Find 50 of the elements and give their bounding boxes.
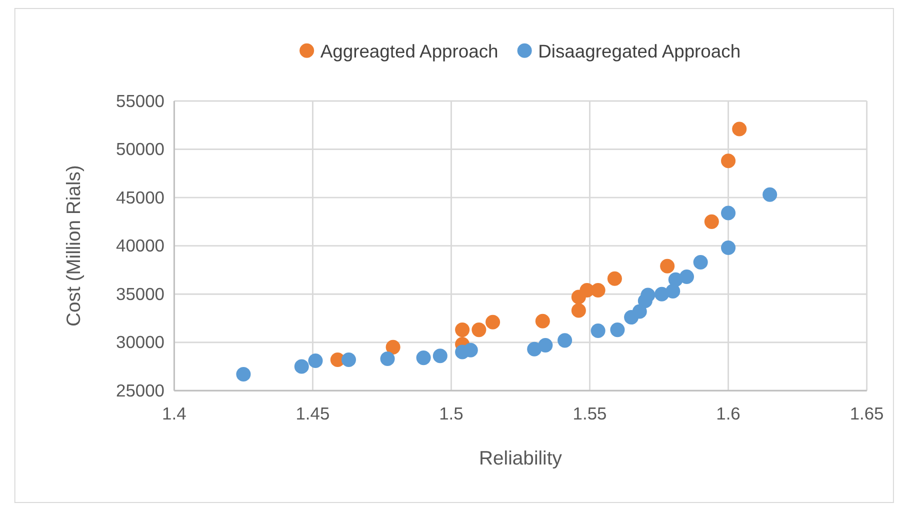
legend-label: Aggreagted Approach	[320, 40, 498, 62]
x-tick-label: 1.5	[439, 404, 464, 424]
point	[640, 288, 656, 302]
point	[455, 322, 470, 338]
point	[236, 366, 251, 382]
x-tick-label: 1.6	[716, 404, 740, 424]
point	[732, 122, 747, 136]
point	[590, 282, 606, 298]
point	[535, 314, 550, 328]
x-tick-label: 1.4	[162, 404, 187, 424]
point	[527, 342, 542, 356]
x-tick-label: 1.65	[850, 404, 884, 424]
point	[486, 314, 500, 330]
point	[704, 214, 719, 229]
point	[472, 322, 486, 338]
point	[721, 240, 736, 255]
point	[660, 258, 675, 274]
y-tick-label: 50000	[116, 139, 165, 160]
y-axis-title: Cost (Million Rials)	[63, 165, 86, 326]
point	[308, 353, 323, 368]
point	[693, 254, 708, 270]
point	[538, 338, 553, 353]
point	[432, 348, 448, 364]
point	[632, 304, 647, 319]
point	[416, 350, 431, 366]
y-tick-label: 30000	[116, 332, 165, 352]
point	[558, 333, 572, 348]
point	[571, 303, 586, 318]
point	[380, 352, 395, 366]
x-tick-label: 1.55	[572, 404, 607, 424]
point	[762, 187, 778, 202]
point	[590, 324, 606, 338]
point	[386, 340, 400, 354]
y-tick-label: 45000	[116, 187, 165, 208]
y-tick-label: 25000	[116, 380, 165, 400]
point	[666, 284, 680, 298]
y-tick-label: 55000	[116, 90, 165, 111]
legend-label: Disaagregated Approach	[538, 40, 741, 62]
point	[607, 271, 622, 286]
point	[721, 154, 736, 168]
point	[463, 342, 478, 358]
point	[294, 359, 309, 374]
point	[341, 352, 356, 367]
x-tick-label: 1.45	[296, 404, 330, 424]
point	[610, 322, 625, 338]
point	[679, 269, 694, 284]
point	[721, 206, 736, 220]
y-tick-label: 35000	[116, 284, 165, 304]
y-tick-label: 40000	[116, 236, 165, 256]
x-axis-title: Reliability	[479, 447, 562, 470]
